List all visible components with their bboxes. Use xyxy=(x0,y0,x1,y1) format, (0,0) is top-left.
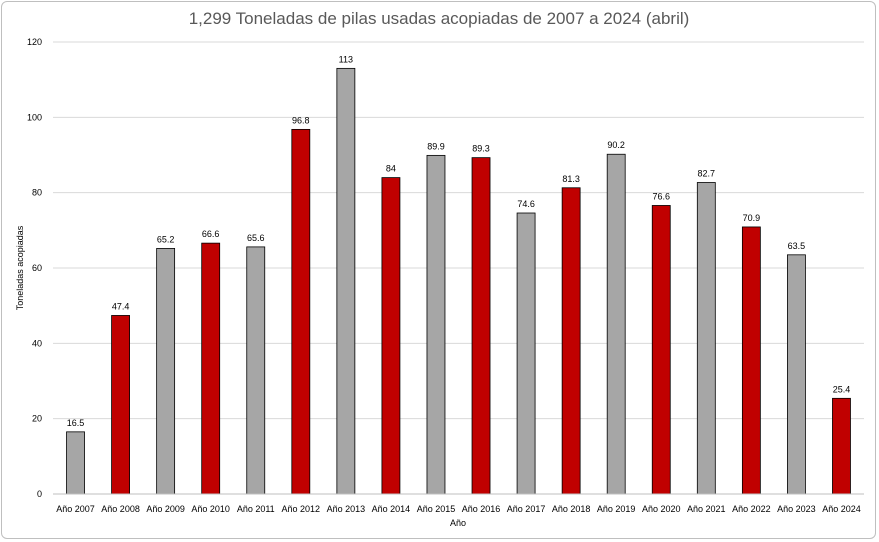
x-tick-label: Año 2017 xyxy=(507,504,546,514)
x-tick-label: Año 2022 xyxy=(732,504,771,514)
x-axis-ticks: Año 2007 Año 2008 Año 2009 Año 2010 Año 2011… xyxy=(56,504,860,514)
data-label: 16.5 xyxy=(67,418,85,428)
data-label: 65.6 xyxy=(247,233,265,243)
data-label: 76.6 xyxy=(652,191,670,201)
x-axis-title: Año xyxy=(450,518,466,528)
chart-title: 1,299 Toneladas de pilas usadas acopiada… xyxy=(189,9,690,28)
gridlines xyxy=(53,41,864,420)
data-label: 89.3 xyxy=(472,144,490,154)
bar xyxy=(696,182,716,495)
x-tick-label: Año 2012 xyxy=(282,504,321,514)
data-label: 70.9 xyxy=(743,213,761,223)
bar xyxy=(787,254,806,495)
y-tick-label: 100 xyxy=(27,112,42,122)
bar xyxy=(111,315,130,495)
y-tick-label: 120 xyxy=(27,37,42,47)
bar xyxy=(651,205,671,495)
y-tick-label: 80 xyxy=(32,188,42,198)
x-tick-label: Año 2008 xyxy=(101,504,140,514)
data-label: 84 xyxy=(386,164,396,174)
x-tick-label: Año 2015 xyxy=(417,504,456,514)
bar xyxy=(201,242,221,495)
y-tick-label: 40 xyxy=(32,338,42,348)
x-tick-label: Año 2009 xyxy=(146,504,185,514)
bar xyxy=(471,157,491,495)
x-tick-label: Año 2021 xyxy=(687,504,726,514)
y-axis-ticks: 0 20 40 60 80 100 120 xyxy=(27,37,42,499)
y-tick-label: 0 xyxy=(37,489,42,499)
data-label: 25.4 xyxy=(833,384,851,394)
bar xyxy=(741,226,761,495)
data-label: 65.2 xyxy=(157,234,175,244)
x-tick-label: Año 2018 xyxy=(552,504,591,514)
bar xyxy=(561,187,581,495)
bar xyxy=(336,67,356,495)
data-labels: 16.5 47.4 65.2 66.6 65.6 96.8 113 84 89.9 89.3 74.… xyxy=(67,54,850,427)
bar xyxy=(66,431,85,495)
data-label: 90.2 xyxy=(607,140,625,150)
x-tick-label: Año 2019 xyxy=(597,504,636,514)
y-tick-label: 20 xyxy=(32,414,42,424)
data-label: 96.8 xyxy=(292,115,310,125)
data-label: 113 xyxy=(339,54,353,64)
data-label: 89.9 xyxy=(427,141,445,151)
bars xyxy=(66,67,851,495)
data-label: 74.6 xyxy=(517,199,535,209)
x-tick-label: Año 2024 xyxy=(822,504,861,514)
y-tick-label: 60 xyxy=(32,263,42,273)
x-tick-label: Año 2023 xyxy=(777,504,816,514)
x-tick-label: Año 2016 xyxy=(462,504,501,514)
data-label: 81.3 xyxy=(562,174,580,184)
bar xyxy=(832,397,851,495)
x-tick-label: Año 2020 xyxy=(642,504,681,514)
data-label: 82.7 xyxy=(698,168,716,178)
data-label: 63.5 xyxy=(788,241,806,251)
x-tick-label: Año 2011 xyxy=(237,504,275,514)
x-tick-label: Año 2007 xyxy=(56,504,95,514)
y-axis-title: Toneladas acopiadas xyxy=(15,225,25,310)
bar xyxy=(291,128,311,495)
x-tick-label: Año 2014 xyxy=(372,504,411,514)
bar xyxy=(426,154,446,495)
bar xyxy=(606,153,626,495)
data-label: 47.4 xyxy=(112,301,130,311)
x-tick-label: Año 2010 xyxy=(191,504,230,514)
data-label: 66.6 xyxy=(202,229,220,239)
x-tick-label: Año 2013 xyxy=(327,504,366,514)
bar xyxy=(381,177,401,495)
bar xyxy=(516,212,536,495)
bar xyxy=(156,248,176,495)
bar xyxy=(246,246,266,495)
